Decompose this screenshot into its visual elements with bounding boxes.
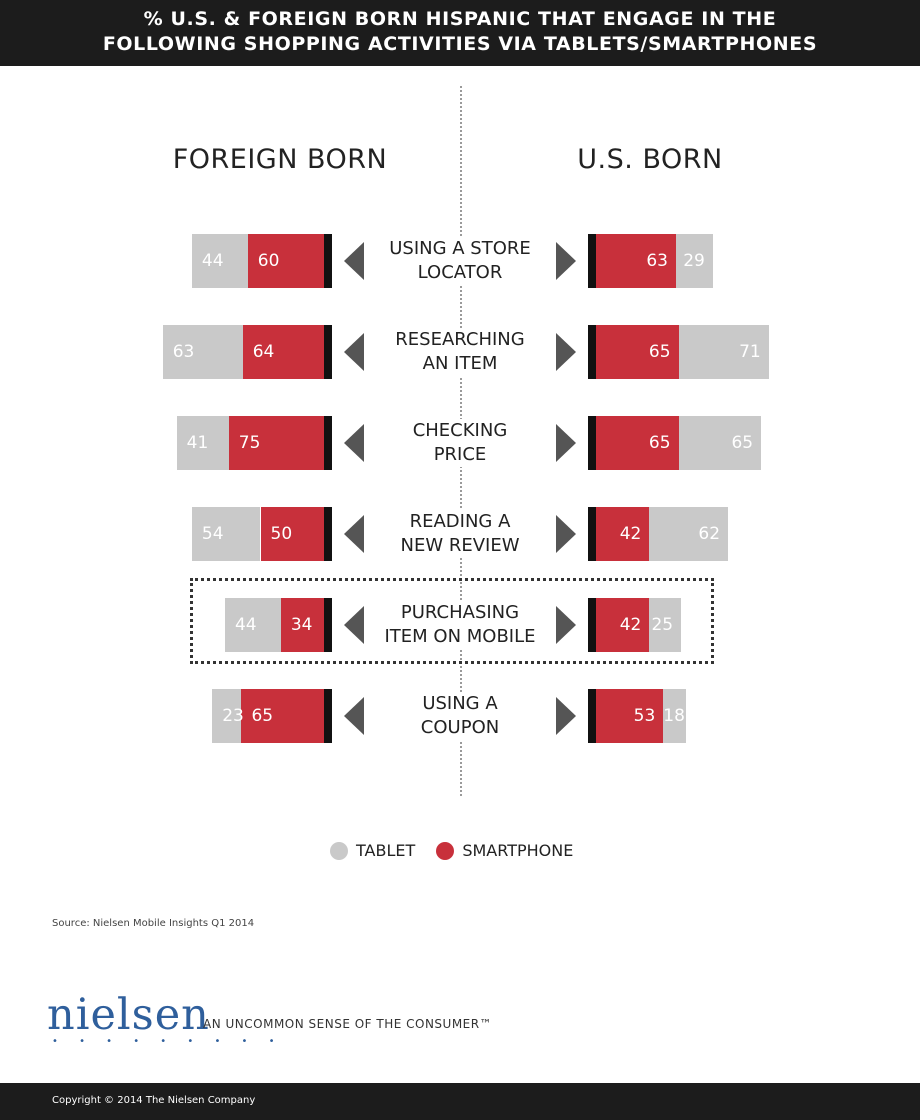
category-label-0: USING A STORE LOCATOR — [370, 237, 550, 285]
bar-us-smartphone-0: 63 — [596, 234, 676, 288]
nielsen-logo-dots: • • • • • • • • • — [52, 1036, 284, 1047]
arrow-left-icon-2 — [344, 424, 364, 462]
category-label-3: READING A NEW REVIEW — [370, 510, 550, 558]
bar-us-smartphone-1: 65 — [596, 325, 679, 379]
bar-foreign-smartphone-1: 64 — [242, 325, 324, 379]
bar-us-tablet-0: 29 — [676, 234, 713, 288]
arrow-right-icon-0 — [556, 242, 576, 280]
bar-foreign-tablet-1: 63 — [162, 325, 243, 379]
column-header-us-born: U.S. BORN — [577, 144, 723, 175]
chart-title-line-1: % U.S. & FOREIGN BORN HISPANIC THAT ENGA… — [143, 8, 777, 30]
arrow-right-icon-2 — [556, 424, 576, 462]
right-cap-3 — [588, 507, 596, 561]
category-label-5: USING A COUPON — [370, 692, 550, 740]
bar-foreign-smartphone-4: 34 — [280, 598, 324, 652]
category-label-line: AN ITEM — [422, 353, 498, 374]
brand-tagline: AN UNCOMMON SENSE OF THE CONSUMER™ — [203, 1017, 493, 1031]
right-cap-5 — [588, 689, 596, 743]
legend-label-smartphone: SMARTPHONE — [462, 840, 574, 860]
bar-us-tablet-2: 65 — [678, 416, 762, 470]
category-label-1: RESEARCHING AN ITEM — [370, 328, 550, 376]
legend: TABLET SMARTPHONE — [330, 840, 589, 866]
bar-us-tablet-3: 62 — [649, 507, 729, 561]
arrow-left-icon-3 — [344, 515, 364, 553]
category-label-line: PRICE — [433, 444, 487, 465]
right-cap-2 — [588, 416, 596, 470]
column-header-foreign-born: FOREIGN BORN — [172, 144, 388, 175]
bar-foreign-tablet-4: 44 — [224, 598, 281, 652]
arrow-left-icon-1 — [344, 333, 364, 371]
category-label-line: NEW REVIEW — [400, 535, 520, 556]
highlight-box-purchasing — [190, 578, 714, 664]
category-label-line: RESEARCHING — [395, 329, 525, 350]
category-label-line: USING A — [422, 693, 498, 714]
left-cap-2 — [324, 416, 332, 470]
arrow-left-icon-5 — [344, 697, 364, 735]
legend-item-smartphone: SMARTPHONE — [436, 841, 573, 861]
bar-us-smartphone-5: 53 — [596, 689, 664, 743]
copyright-text: Copyright © 2014 The Nielsen Company — [52, 1095, 256, 1106]
right-cap-0 — [588, 234, 596, 288]
chart-title-line-2: FOLLOWING SHOPPING ACTIVITIES VIA TABLET… — [102, 33, 818, 55]
bar-us-smartphone-2: 65 — [596, 416, 679, 470]
bar-foreign-smartphone-3: 50 — [260, 507, 324, 561]
source-note: Source: Nielsen Mobile Insights Q1 2014 — [52, 918, 255, 929]
category-label-2: CHECKING PRICE — [370, 419, 550, 467]
bar-us-tablet-1: 71 — [678, 325, 769, 379]
category-label-line: PURCHASING — [400, 602, 520, 623]
bar-us-tablet-4: 25 — [649, 598, 682, 652]
arrow-right-icon-3 — [556, 515, 576, 553]
legend-label-tablet: TABLET — [356, 840, 416, 860]
bar-foreign-tablet-0: 44 — [191, 234, 248, 288]
category-label-line: LOCATOR — [417, 262, 503, 283]
arrow-left-icon-0 — [344, 242, 364, 280]
arrow-right-icon-1 — [556, 333, 576, 371]
arrow-left-icon-4 — [344, 606, 364, 644]
bar-foreign-tablet-5: 23 — [212, 689, 244, 743]
category-label-4: PURCHASING ITEM ON MOBILE — [370, 601, 550, 649]
left-cap-1 — [324, 325, 332, 379]
category-label-line: READING A — [409, 511, 511, 532]
legend-item-tablet: TABLET — [330, 841, 415, 861]
right-cap-4 — [588, 598, 596, 652]
category-label-line: COUPON — [420, 717, 500, 738]
bar-foreign-smartphone-0: 60 — [247, 234, 324, 288]
bar-us-tablet-5: 18 — [663, 689, 687, 743]
left-cap-5 — [324, 689, 332, 743]
category-label-line: CHECKING — [412, 420, 508, 441]
category-label-line: ITEM ON MOBILE — [384, 626, 536, 647]
left-cap-3 — [324, 507, 332, 561]
bar-foreign-smartphone-5: 65 — [241, 689, 324, 743]
bar-foreign-tablet-3: 54 — [191, 507, 261, 561]
arrow-right-icon-5 — [556, 697, 576, 735]
legend-swatch-tablet — [330, 842, 348, 861]
bar-us-smartphone-3: 42 — [596, 507, 650, 561]
chart-title: % U.S. & FOREIGN BORN HISPANIC THAT ENGA… — [0, 0, 920, 66]
right-cap-1 — [588, 325, 596, 379]
legend-swatch-smartphone — [436, 842, 455, 861]
left-cap-0 — [324, 234, 332, 288]
nielsen-logo: nielsen — [47, 990, 210, 1040]
left-cap-4 — [324, 598, 332, 652]
arrow-right-icon-4 — [556, 606, 576, 644]
bar-foreign-smartphone-2: 75 — [228, 416, 324, 470]
bar-us-smartphone-4: 42 — [596, 598, 650, 652]
footer-bar: Copyright © 2014 The Nielsen Company — [0, 1083, 920, 1120]
bar-foreign-tablet-2: 41 — [176, 416, 229, 470]
category-label-line: USING A STORE — [389, 238, 531, 259]
